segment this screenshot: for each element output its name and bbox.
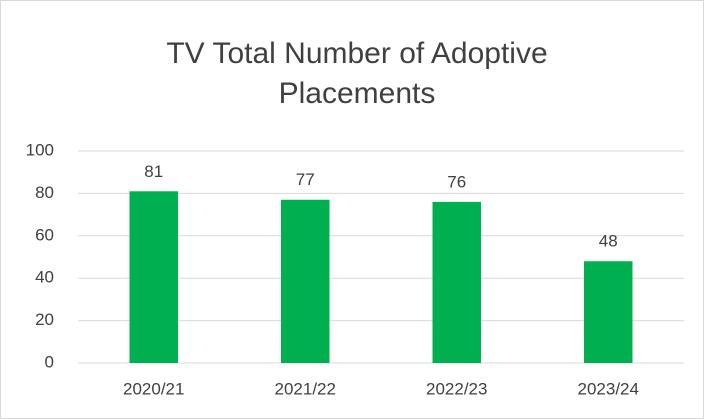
y-tick-label: 100	[26, 140, 54, 159]
data-label: 77	[296, 170, 315, 189]
data-label: 81	[144, 162, 163, 181]
bar	[584, 261, 633, 363]
x-tick-label: 2022/23	[426, 379, 487, 398]
bar	[129, 191, 178, 363]
y-tick-label: 40	[35, 268, 54, 287]
y-tick-label: 60	[35, 225, 54, 244]
x-tick-label: 2021/22	[275, 379, 336, 398]
data-label: 76	[447, 172, 466, 191]
x-tick-label: 2020/21	[123, 379, 184, 398]
y-tick-label: 20	[35, 310, 54, 329]
bar	[281, 199, 330, 363]
bar	[432, 201, 481, 363]
data-label: 48	[599, 232, 618, 251]
x-tick-label: 2023/24	[578, 379, 639, 398]
chart-title: TV Total Number of Adoptive Placements	[166, 37, 548, 110]
y-tick-label: 0	[45, 352, 54, 371]
y-tick-label: 80	[35, 183, 54, 202]
